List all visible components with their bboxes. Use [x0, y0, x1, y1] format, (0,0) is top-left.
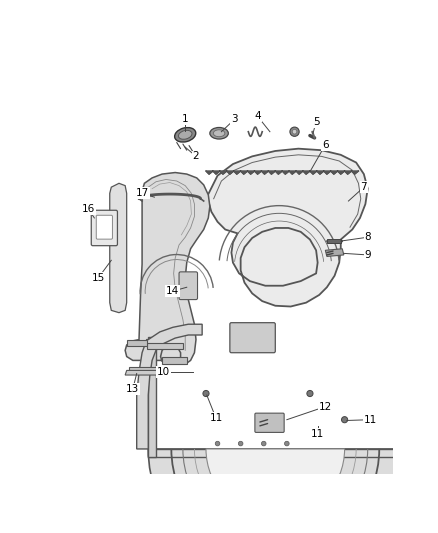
Text: 10: 10 [157, 367, 170, 377]
Polygon shape [403, 341, 410, 457]
Ellipse shape [213, 130, 225, 137]
Polygon shape [268, 171, 276, 174]
Polygon shape [317, 171, 324, 174]
Polygon shape [324, 171, 331, 174]
Text: 16: 16 [81, 204, 95, 214]
Polygon shape [162, 357, 187, 364]
Polygon shape [110, 183, 127, 313]
Polygon shape [310, 171, 317, 174]
Polygon shape [206, 149, 367, 306]
Text: 8: 8 [364, 232, 371, 242]
Text: 12: 12 [319, 401, 332, 411]
FancyBboxPatch shape [96, 215, 113, 239]
Text: 11: 11 [311, 429, 324, 439]
Circle shape [285, 441, 289, 446]
Circle shape [261, 441, 266, 446]
Circle shape [215, 441, 220, 446]
Text: 13: 13 [126, 384, 139, 394]
Text: 6: 6 [322, 140, 328, 150]
Text: 1: 1 [182, 115, 188, 124]
Text: 2: 2 [193, 151, 199, 161]
Circle shape [307, 391, 313, 397]
FancyBboxPatch shape [255, 413, 284, 432]
Text: 15: 15 [92, 273, 105, 283]
Ellipse shape [178, 131, 192, 139]
Polygon shape [240, 171, 247, 174]
FancyBboxPatch shape [230, 322, 276, 353]
Polygon shape [296, 171, 303, 174]
Circle shape [203, 391, 209, 397]
Polygon shape [148, 337, 156, 457]
Polygon shape [331, 171, 338, 174]
Polygon shape [338, 171, 345, 174]
Ellipse shape [175, 127, 196, 142]
Polygon shape [247, 171, 254, 174]
Polygon shape [352, 171, 358, 174]
Text: 17: 17 [135, 188, 149, 198]
Polygon shape [282, 171, 289, 174]
Polygon shape [137, 324, 202, 449]
Polygon shape [345, 171, 352, 174]
Polygon shape [148, 449, 403, 457]
Text: 11: 11 [364, 415, 377, 425]
Text: 5: 5 [313, 117, 319, 127]
Text: 3: 3 [231, 115, 238, 124]
Polygon shape [147, 343, 183, 349]
Polygon shape [129, 367, 164, 372]
Ellipse shape [210, 127, 228, 139]
Polygon shape [325, 249, 344, 256]
Circle shape [342, 417, 348, 423]
Polygon shape [276, 171, 282, 174]
Text: 11: 11 [209, 413, 223, 423]
Polygon shape [327, 239, 341, 244]
Polygon shape [213, 171, 220, 174]
Polygon shape [220, 171, 227, 174]
Polygon shape [127, 340, 147, 346]
FancyBboxPatch shape [179, 272, 198, 300]
Polygon shape [254, 171, 261, 174]
Polygon shape [261, 171, 268, 174]
Text: 14: 14 [166, 286, 180, 296]
Circle shape [290, 127, 299, 136]
Text: 9: 9 [364, 250, 371, 260]
Polygon shape [125, 173, 210, 364]
Circle shape [238, 441, 243, 446]
Text: 7: 7 [360, 182, 367, 192]
FancyBboxPatch shape [91, 210, 117, 246]
Circle shape [292, 130, 297, 134]
Wedge shape [148, 449, 403, 533]
Polygon shape [303, 171, 310, 174]
Polygon shape [125, 370, 164, 375]
Polygon shape [289, 171, 296, 174]
Polygon shape [206, 171, 213, 174]
Polygon shape [227, 171, 234, 174]
Text: 4: 4 [254, 111, 261, 122]
Polygon shape [234, 171, 240, 174]
Wedge shape [206, 449, 345, 518]
